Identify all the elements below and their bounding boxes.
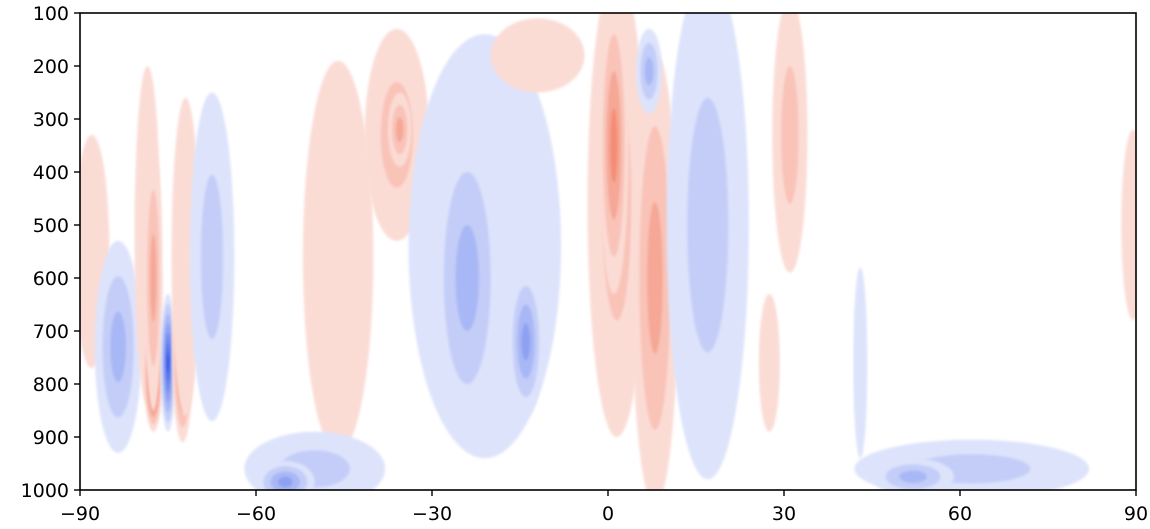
x-tick-label: 0: [602, 503, 614, 525]
y-tick-label: 600: [33, 268, 69, 290]
anomaly-neg-lat-minus-75: [160, 293, 176, 432]
contour-fields: [80, 13, 1136, 490]
y-tick-label: 700: [33, 321, 69, 343]
anomaly-pos-lat-minus-10-upper: [490, 18, 585, 93]
anomaly-pos-lat-minus-77-mid-level-3: [150, 233, 157, 323]
anomaly-pos-lat-31: [772, 13, 808, 273]
y-tick-label: 200: [33, 56, 69, 78]
anomaly-pos-lat-2-core: [599, 13, 629, 294]
anomaly-neg-lat-minus-84-halo: [94, 240, 142, 453]
anomaly-pos-lat-minus-36-core-level-3: [395, 117, 404, 142]
anomaly-pos-lat-8-halo-level-3: [647, 202, 663, 354]
y-tick-label: 800: [33, 374, 69, 396]
y-axis: 100 200 300 400 500 600 700 800 900 1000: [21, 3, 80, 502]
x-tick-label: −60: [236, 503, 276, 525]
anomaly-neg-lat-minus-14: [508, 267, 544, 416]
anomaly-neg-lat-50-surface-core: [872, 458, 955, 490]
x-tick-label: −30: [412, 503, 452, 525]
x-tick-label: 30: [772, 503, 796, 525]
anomaly-pos-lat-minus-36-core: [388, 92, 412, 167]
anomaly-pos-lat-31-level-2: [781, 65, 799, 204]
x-axis: −90 −60 −30 0 30 60 90: [60, 490, 1148, 525]
anomaly-neg-lat-7-upper-level-3: [644, 57, 654, 86]
anomaly-pos-lat-minus-46: [302, 60, 374, 453]
anomaly-pos-lat-minus-77-mid: [143, 145, 163, 411]
anomaly-neg-lat-minus-68-halo: [189, 92, 235, 422]
anomaly-pos-lat-minus-10-upper-level-1: [490, 18, 585, 93]
x-tick-label: 60: [948, 503, 972, 525]
anomaly-neg-lat-18-halo-level-2: [687, 97, 729, 353]
anomaly-pos-lat-28-low-level-1: [758, 293, 780, 432]
anomaly-pos-lat-89: [1121, 129, 1136, 321]
y-tick-label: 900: [33, 427, 69, 449]
anomaly-neg-lat-minus-24-level-3: [455, 225, 479, 331]
anomaly-neg-lat-50-surface-core-level-3: [899, 470, 927, 483]
anomaly-neg-lat-minus-68-halo-level-2: [200, 174, 224, 339]
anomaly-neg-lat-minus-14-level-4: [521, 323, 531, 361]
anomaly-neg-lat-43: [853, 267, 868, 459]
anomaly-pos-lat-89-level-1: [1121, 129, 1136, 321]
anomaly-neg-lat-minus-58-surface-core: [256, 460, 315, 490]
x-tick-label: −90: [60, 503, 100, 525]
y-tick-label: 400: [33, 162, 69, 184]
y-tick-label: 300: [33, 109, 69, 131]
anomaly-neg-lat-minus-24: [432, 119, 503, 437]
y-tick-label: 500: [33, 215, 69, 237]
anomaly-pos-lat-28-low: [758, 293, 780, 432]
x-tick-label: 90: [1124, 503, 1148, 525]
anomaly-neg-lat-43-level-1: [853, 267, 868, 459]
anomaly-pos-lat-minus-46-level-1: [302, 60, 374, 453]
anomaly-pos-lat-2-core-level-4: [610, 108, 618, 183]
y-tick-label: 1000: [21, 480, 69, 502]
anomaly-neg-lat-minus-84-halo-level-3: [110, 311, 126, 383]
y-tick-label: 100: [33, 3, 69, 25]
anomaly-neg-lat-minus-75-level-7: [166, 352, 170, 373]
anomaly-neg-lat-7-upper: [636, 28, 662, 114]
anomaly-neg-lat-18-halo: [666, 13, 749, 480]
anomaly-neg-lat-minus-58-surface-core-level-4: [278, 476, 293, 488]
anomaly-pos-lat-8-halo: [631, 50, 679, 490]
